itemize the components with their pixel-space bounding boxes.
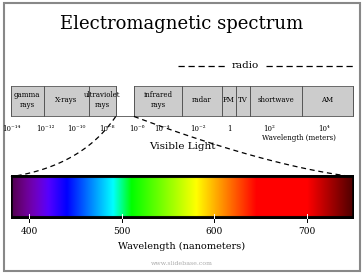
Text: 600: 600 bbox=[206, 227, 223, 236]
Text: 10⁻¹⁰: 10⁻¹⁰ bbox=[67, 125, 86, 133]
Text: TV: TV bbox=[238, 96, 248, 104]
Text: 10⁻⁶: 10⁻⁶ bbox=[129, 125, 144, 133]
Bar bbox=[116, 86, 134, 116]
Text: FM: FM bbox=[223, 96, 235, 104]
Text: 10⁻⁴: 10⁻⁴ bbox=[154, 125, 170, 133]
Text: radio: radio bbox=[232, 61, 259, 70]
Text: radar: radar bbox=[192, 96, 212, 104]
Text: 1: 1 bbox=[227, 125, 232, 133]
Text: 10⁴: 10⁴ bbox=[318, 125, 330, 133]
Text: 10⁻²: 10⁻² bbox=[191, 125, 206, 133]
Text: www.slidebase.com: www.slidebase.com bbox=[151, 261, 213, 266]
Text: 10⁻⁸: 10⁻⁸ bbox=[100, 125, 115, 133]
Text: infrared
rays: infrared rays bbox=[143, 92, 173, 109]
Text: AM: AM bbox=[321, 96, 334, 104]
Text: Wavelength (nanometers): Wavelength (nanometers) bbox=[118, 242, 246, 251]
Text: ultraviolet
rays: ultraviolet rays bbox=[84, 92, 121, 109]
Text: 500: 500 bbox=[113, 227, 131, 236]
Text: Visible Light: Visible Light bbox=[149, 142, 215, 151]
Bar bbox=[11, 86, 353, 116]
Text: 10⁻¹²: 10⁻¹² bbox=[36, 125, 55, 133]
Text: gamma
rays: gamma rays bbox=[14, 92, 40, 109]
Text: 400: 400 bbox=[21, 227, 38, 236]
Text: Electromagnetic spectrum: Electromagnetic spectrum bbox=[60, 15, 304, 33]
Text: Wavelength (meters): Wavelength (meters) bbox=[262, 134, 335, 142]
Text: 10⁻¹⁴: 10⁻¹⁴ bbox=[2, 125, 20, 133]
Text: X-rays: X-rays bbox=[55, 96, 78, 104]
Text: 10²: 10² bbox=[264, 125, 275, 133]
Text: 700: 700 bbox=[298, 227, 316, 236]
Text: shortwave: shortwave bbox=[258, 96, 294, 104]
